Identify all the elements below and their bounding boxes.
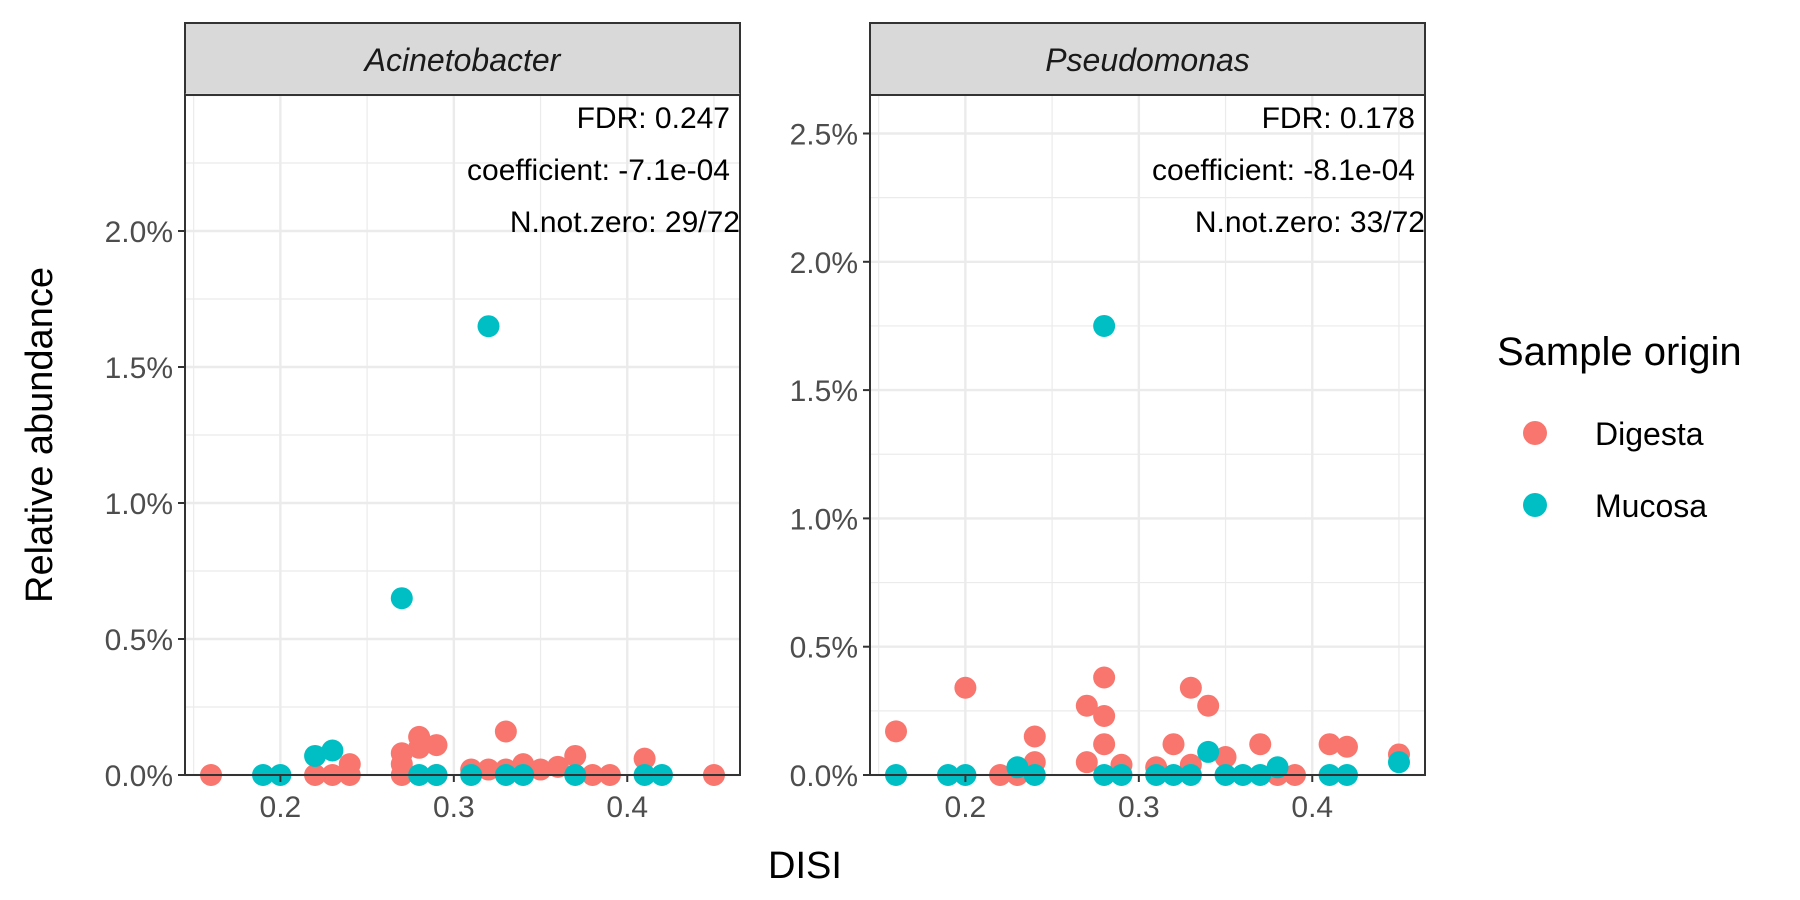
x-tick-label: 0.2 (260, 791, 302, 824)
y-tick-label: 0.5% (790, 632, 858, 665)
data-point-mucosa (1006, 756, 1029, 779)
data-point-mucosa (1093, 314, 1116, 337)
data-point-digesta (564, 744, 587, 767)
y-tick-label: 2.0% (105, 216, 173, 249)
x-tick-label: 0.4 (1291, 791, 1333, 824)
data-point-digesta (1335, 735, 1358, 758)
x-tick-label: 0.4 (606, 791, 648, 824)
x-tick-label: 0.3 (433, 791, 475, 824)
stat-annotation: N.not.zero: 29/72 (510, 206, 740, 239)
y-tick-label: 1.0% (790, 503, 858, 536)
data-point-mucosa (321, 739, 344, 762)
data-point-mucosa (1197, 740, 1220, 763)
legend-title: Sample origin (1497, 330, 1742, 374)
y-tick-label: 2.0% (790, 247, 858, 280)
legend-key-mucosa (1523, 493, 1547, 517)
data-point-digesta (1093, 733, 1116, 756)
data-point-mucosa (304, 744, 327, 767)
x-tick-label: 0.2 (945, 791, 987, 824)
x-tick-label: 0.3 (1118, 791, 1160, 824)
data-point-digesta (1197, 694, 1220, 717)
y-tick-label: 1.0% (105, 488, 173, 521)
data-point-digesta (1318, 733, 1341, 756)
data-point-digesta (954, 676, 977, 699)
data-point-digesta (1162, 733, 1185, 756)
x-axis-title: DISI (768, 845, 842, 887)
panel-pseudomonas: Pseudomonas 0.0% 0.5% 1.0% 1.5% 2.0% 2.5% 0.2 0.… (790, 22, 1426, 824)
stat-annotation: N.not.zero: 33/72 (1195, 206, 1425, 239)
data-point-digesta (1093, 666, 1116, 689)
data-point-mucosa (477, 315, 500, 338)
data-point-digesta (425, 734, 448, 757)
data-point-digesta (1249, 733, 1272, 756)
y-tick-label: 1.5% (790, 375, 858, 408)
facet-strip-label: Acinetobacter (363, 42, 562, 78)
y-tick-label: 0.0% (105, 760, 173, 793)
panels-layer: Acinetobacter 0.0% 0.5% 1.0% 1.5% 2.0% 0.2 0.3 0… (105, 22, 1426, 824)
data-point-digesta (546, 755, 569, 778)
data-point-digesta (1093, 704, 1116, 727)
y-tick-label: 1.5% (105, 352, 173, 385)
stat-annotation: FDR: 0.247 (577, 102, 730, 135)
panel-acinetobacter: Acinetobacter 0.0% 0.5% 1.0% 1.5% 2.0% 0.2 0.3 0… (105, 22, 741, 824)
data-point-digesta (885, 720, 908, 743)
y-tick-label: 2.5% (790, 118, 858, 151)
data-point-digesta (494, 720, 517, 743)
data-point-digesta (1023, 725, 1046, 748)
facet-strip (869, 22, 1426, 96)
legend-key-digesta (1523, 421, 1547, 445)
panel-background (870, 95, 1425, 775)
data-point-digesta (1075, 694, 1098, 717)
panel-border (184, 94, 741, 776)
data-point-mucosa (1266, 756, 1289, 779)
y-tick-label: 0.0% (790, 760, 858, 793)
data-point-digesta (408, 736, 431, 759)
stat-annotation: coefficient: -7.1e-04 (467, 154, 730, 187)
legend: Sample origin Digesta Mucosa (1497, 330, 1742, 524)
legend-label-digesta: Digesta (1595, 416, 1704, 452)
panel-border (869, 94, 1426, 776)
stat-annotation: coefficient: -8.1e-04 (1152, 154, 1415, 187)
y-tick-label: 0.5% (105, 624, 173, 657)
legend-label-mucosa: Mucosa (1595, 488, 1707, 524)
data-point-digesta (1075, 751, 1098, 774)
data-point-digesta (633, 747, 656, 770)
facet-strip-label: Pseudomonas (1045, 42, 1250, 78)
data-point-mucosa (1387, 751, 1410, 774)
facet-strip (184, 22, 741, 96)
stat-annotation: FDR: 0.178 (1262, 102, 1415, 135)
y-axis-title: Relative abundance (19, 267, 61, 603)
data-point-digesta (1214, 746, 1237, 769)
data-point-digesta (1179, 676, 1202, 699)
data-point-mucosa (390, 587, 413, 610)
